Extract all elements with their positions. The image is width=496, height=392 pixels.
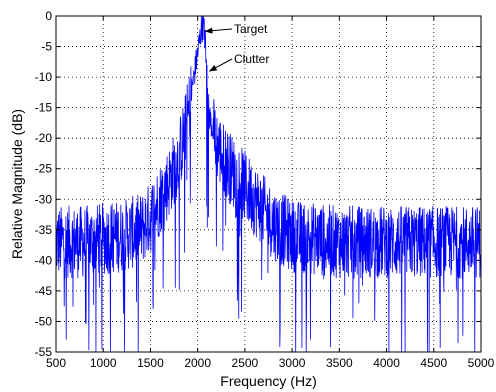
y-tick-label: -5 <box>41 40 52 54</box>
x-tick-label: 1000 <box>90 356 117 370</box>
x-tick-label: 3000 <box>279 356 306 370</box>
annotations: Target Clutter <box>204 22 269 72</box>
x-tick-label: 2500 <box>232 356 259 370</box>
annotation-clutter: Clutter <box>234 52 269 66</box>
plot-area <box>55 15 482 353</box>
y-tick-label: 0 <box>45 9 52 23</box>
annotation-target: Target <box>234 22 268 36</box>
y-tick-label: -30 <box>35 192 53 206</box>
y-tick-label: -25 <box>35 162 53 176</box>
annotation-arrow <box>208 58 233 72</box>
annotation-arrow <box>204 27 233 34</box>
y-tick-label: -20 <box>35 131 53 145</box>
x-tick-label: 1500 <box>137 356 164 370</box>
x-tick-label: 4000 <box>373 356 400 370</box>
x-axis-ticks: 500 1000 1500 2000 2500 3000 3500 4000 4500 5000 <box>46 16 495 370</box>
spectrum-line <box>55 15 482 353</box>
x-tick-label: 500 <box>46 356 66 370</box>
x-axis-label: Frequency (Hz) <box>220 373 316 389</box>
y-tick-label: -10 <box>35 70 53 84</box>
y-axis-ticks: 0 -5 -10 -15 -20 -25 -30 -35 -40 -45 -50 -55 <box>35 9 481 359</box>
x-tick-label: 5000 <box>468 356 495 370</box>
plot-frame <box>55 15 482 353</box>
y-tick-label: -50 <box>35 314 53 328</box>
y-tick-label: -40 <box>35 253 53 267</box>
x-tick-label: 2000 <box>184 356 211 370</box>
y-axis-label: Relative Magnitude (dB) <box>9 109 25 259</box>
y-tick-label: -55 <box>35 345 53 359</box>
grid <box>56 16 481 352</box>
y-tick-label: -15 <box>35 101 53 115</box>
y-tick-label: -35 <box>35 223 53 237</box>
x-tick-label: 4500 <box>420 356 447 370</box>
x-tick-label: 3500 <box>326 356 353 370</box>
y-tick-label: -45 <box>35 284 53 298</box>
